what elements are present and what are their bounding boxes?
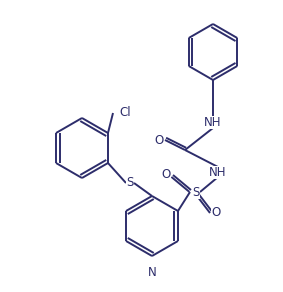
Text: S: S <box>192 185 200 199</box>
Text: NH: NH <box>204 116 222 128</box>
Text: NH: NH <box>209 166 227 178</box>
Text: O: O <box>211 206 221 220</box>
Text: O: O <box>161 168 171 182</box>
Text: O: O <box>154 133 164 147</box>
Text: N: N <box>148 265 156 279</box>
Text: Cl: Cl <box>119 107 131 119</box>
Text: S: S <box>126 176 134 190</box>
